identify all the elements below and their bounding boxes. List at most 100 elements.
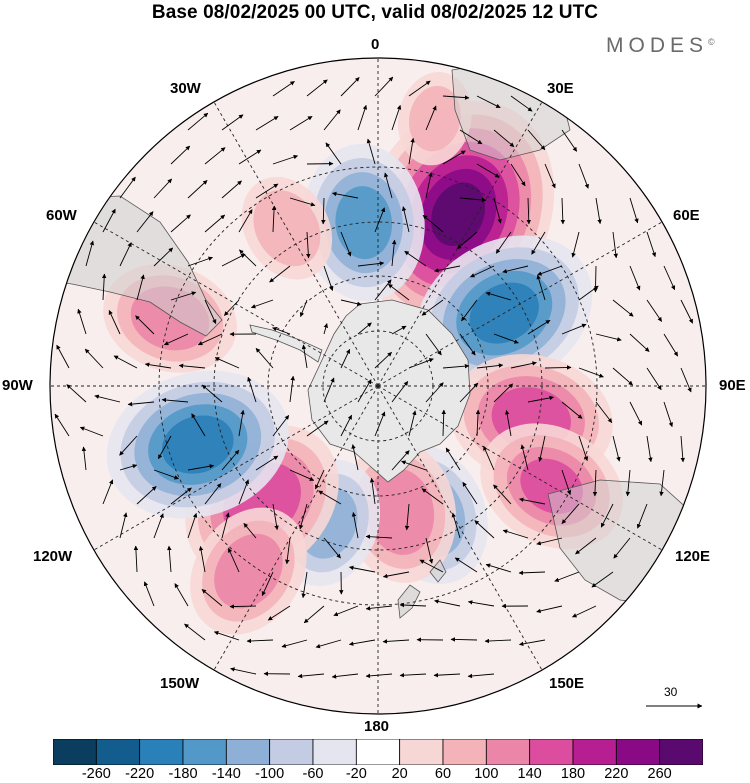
wind-vector xyxy=(161,397,189,403)
wind-vector xyxy=(272,326,291,335)
wind-vector xyxy=(510,95,533,112)
wind-vector xyxy=(340,348,351,369)
colorbar-tick-label: 220 xyxy=(604,766,629,782)
map-boundary xyxy=(49,57,707,715)
wind-vector xyxy=(510,163,526,187)
wind-vector xyxy=(592,469,598,497)
meridian-line xyxy=(377,385,663,551)
colorbar-tick-label: 140 xyxy=(517,766,542,782)
colorbar-tick-label: -220 xyxy=(125,766,155,782)
wind-vector xyxy=(298,503,308,530)
wind-vector xyxy=(170,145,191,165)
wind-vector xyxy=(357,104,368,131)
wind-vector xyxy=(221,114,244,131)
meridian-line xyxy=(213,385,379,671)
wind-vector xyxy=(357,379,372,403)
wind-vector xyxy=(187,512,198,539)
wind-vector xyxy=(571,231,580,258)
anomaly-center xyxy=(397,71,472,166)
wind-vector xyxy=(303,605,325,624)
wind-vector xyxy=(461,299,478,322)
colorbar-cell xyxy=(139,739,184,765)
wind-vector xyxy=(299,299,308,318)
wind-vector xyxy=(629,265,641,291)
wind-vector xyxy=(421,488,444,505)
wind-vector xyxy=(272,80,295,97)
wind-vector xyxy=(374,279,392,301)
wind-vector xyxy=(79,426,104,437)
colorbar-tick-label: -260 xyxy=(81,766,111,782)
wind-vector xyxy=(315,469,325,490)
wind-vector xyxy=(462,481,478,505)
wind-vector xyxy=(365,534,393,539)
wind-vector xyxy=(536,537,563,546)
colorbar-cell xyxy=(312,739,357,765)
wind-vector xyxy=(54,413,70,437)
wind-vector xyxy=(520,444,529,471)
wind-vector xyxy=(434,599,461,607)
wind-vector xyxy=(595,197,602,225)
colorbar-tick-label: -100 xyxy=(255,766,285,782)
colorbar-tick-label: 20 xyxy=(391,766,408,782)
wind-vector xyxy=(485,291,512,301)
wind-vector xyxy=(483,445,495,471)
wind-vector xyxy=(383,172,393,199)
wind-vector xyxy=(510,361,537,369)
wind-vector xyxy=(578,163,589,189)
wind-vector xyxy=(595,333,622,342)
wind-vector xyxy=(113,355,138,369)
wind-vector xyxy=(56,344,70,369)
wind-vector xyxy=(538,435,546,462)
wind-vector xyxy=(408,410,417,437)
wind-vector xyxy=(467,673,495,679)
lon-label-150e: 150E xyxy=(549,675,585,692)
wind-vector xyxy=(408,358,434,369)
wind-vector xyxy=(323,377,335,403)
wind-vector xyxy=(228,547,240,573)
wind-vector xyxy=(459,197,487,203)
reference-vector-label: 30 xyxy=(664,685,678,699)
meridian-line xyxy=(93,385,379,551)
wind-vector xyxy=(625,469,631,497)
wind-vector xyxy=(527,129,546,151)
wind-vector xyxy=(476,363,504,369)
wind-vector xyxy=(434,265,461,273)
wind-vector xyxy=(144,362,172,369)
wind-vector xyxy=(315,639,342,649)
colorbar-cell xyxy=(615,739,661,765)
wind-vector xyxy=(366,138,376,165)
lon-label-30e: 30E xyxy=(547,80,574,97)
wind-vector xyxy=(646,435,653,463)
wind-vector xyxy=(391,239,397,267)
wind-vector xyxy=(493,484,512,505)
brand-name: MODES xyxy=(606,34,709,57)
wind-vector xyxy=(612,367,633,386)
wind-vector xyxy=(306,420,329,437)
wind-vector xyxy=(591,571,614,588)
wind-vector xyxy=(629,197,639,224)
wind-vector xyxy=(297,673,325,679)
wind-vector xyxy=(612,435,621,462)
wind-vector xyxy=(102,479,114,505)
wind-vector xyxy=(271,205,277,233)
lon-label-0: 0 xyxy=(371,36,380,53)
wind-vector xyxy=(170,291,197,301)
wind-vector xyxy=(201,384,223,403)
wind-vector xyxy=(318,490,342,505)
antarctic-peninsula xyxy=(249,324,323,363)
wind-vector xyxy=(561,469,572,496)
wind-vector xyxy=(518,570,546,576)
wind-vector xyxy=(102,208,116,233)
wind-vector xyxy=(119,176,136,199)
wind-vector xyxy=(333,605,359,617)
wind-vector xyxy=(135,315,155,335)
wind-vector xyxy=(289,469,315,481)
wind-vector xyxy=(238,149,262,165)
wind-vector xyxy=(561,503,580,524)
wind-vector xyxy=(170,487,192,505)
wind-vector xyxy=(537,265,563,276)
wind-vector xyxy=(399,673,427,678)
wind-vector xyxy=(369,477,376,505)
wind-vector xyxy=(404,250,427,267)
wind-vector xyxy=(201,589,223,607)
